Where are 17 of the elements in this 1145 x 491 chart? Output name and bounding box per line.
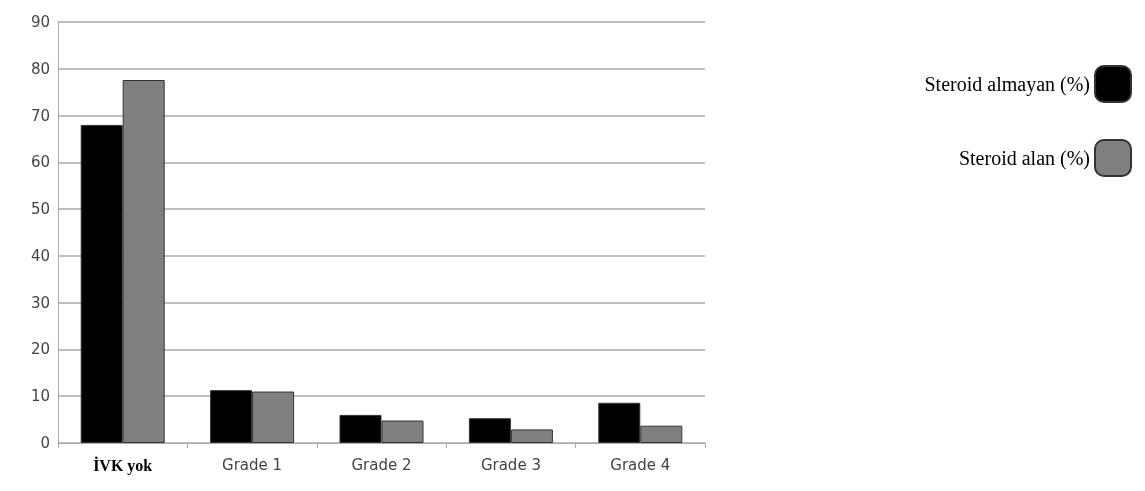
x-tick-label: Grade 2 (351, 455, 412, 474)
y-tick-label: 40 (30, 246, 50, 265)
x-tick-label: İVK yok (93, 455, 153, 475)
legend-label: Steroid alan (%) (958, 147, 1090, 170)
y-tick-label: 10 (30, 387, 50, 406)
y-tick-label: 60 (30, 153, 50, 172)
x-tick-label: Grade 4 (610, 455, 671, 474)
y-tick-label: 70 (30, 106, 50, 125)
y-tick-label: 0 (40, 434, 50, 452)
y-tick-label: 20 (30, 340, 50, 359)
y-tick-label: 50 (30, 200, 50, 219)
legend-label: Steroid almayan (%) (924, 73, 1090, 96)
y-tick-label: 90 (30, 13, 50, 31)
y-tick-label: 30 (30, 293, 50, 312)
x-tick-label: Grade 3 (480, 455, 541, 474)
y-tick-label: 80 (30, 59, 50, 78)
x-tick-label: Grade 1 (222, 455, 283, 474)
